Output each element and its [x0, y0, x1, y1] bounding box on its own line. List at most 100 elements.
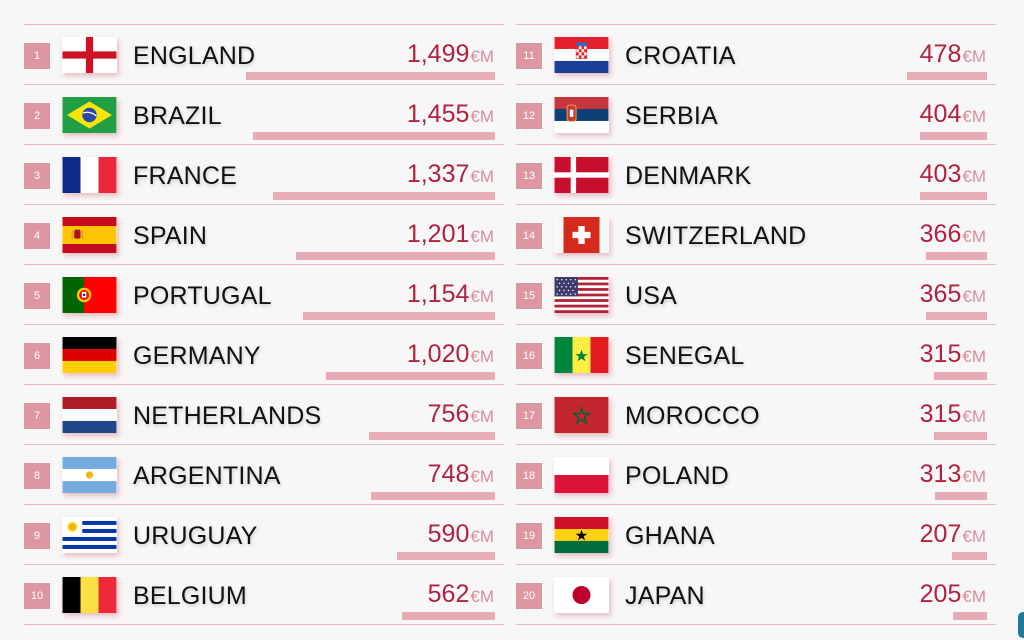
value-label: 562€M [428, 580, 494, 609]
value-number: 1,201 [406, 220, 470, 248]
ranking-row-netherlands: 7 NETHERLANDS 756€M [24, 385, 504, 445]
ranking-row-uruguay: 9 URUGUAY 590€M [24, 505, 504, 565]
value-unit: €M [470, 287, 494, 306]
value-unit: €M [470, 407, 494, 426]
england-flag-icon [62, 37, 117, 73]
country-name: POLAND [625, 462, 730, 490]
rank-badge: 10 [24, 583, 50, 609]
ranking-row-spain: 4 SPAIN 1,201€M [24, 205, 504, 265]
uruguay-flag-icon [62, 517, 117, 553]
country-name: MOROCCO [625, 402, 760, 430]
rank-badge: 12 [516, 103, 542, 129]
netherlands-flag-icon [62, 397, 117, 433]
belgium-flag-icon [62, 577, 117, 613]
value-label: 313€M [920, 460, 986, 489]
japan-flag-icon [554, 577, 609, 613]
value-bar [934, 432, 987, 440]
usa-flag-icon [554, 277, 609, 313]
value-label: 1,337€M [407, 160, 494, 189]
country-name: ARGENTINA [133, 462, 281, 490]
value-bar [326, 372, 495, 380]
value-label: 1,201€M [407, 220, 494, 249]
value-number: 403 [919, 160, 962, 188]
rank-badge: 7 [24, 403, 50, 429]
rank-badge: 5 [24, 283, 50, 309]
value-bar [402, 612, 495, 620]
rank-badge: 17 [516, 403, 542, 429]
value-label: 365€M [920, 280, 986, 309]
value-label: 1,499€M [407, 40, 494, 69]
value-unit: €M [470, 467, 494, 486]
serbia-flag-icon [554, 97, 609, 133]
value-unit: €M [962, 227, 986, 246]
rank-badge: 14 [516, 223, 542, 249]
ranking-row-serbia: 12 SERBIA 404€M [516, 85, 996, 145]
country-name: GERMANY [133, 342, 261, 370]
value-number: 315 [919, 400, 962, 428]
ranking-row-france: 3 FRANCE 1,337€M [24, 145, 504, 205]
country-name: JAPAN [625, 582, 705, 610]
ranking-column-right: 11 CROATIA 478€M 12 SERBIA 404€M 13 DENM… [516, 24, 996, 625]
value-unit: €M [962, 287, 986, 306]
value-bar [397, 552, 495, 560]
country-name: NETHERLANDS [133, 402, 322, 430]
value-label: 756€M [428, 400, 494, 429]
value-unit: €M [470, 107, 494, 126]
value-unit: €M [962, 467, 986, 486]
ranking-row-morocco: 17 MOROCCO 315€M [516, 385, 996, 445]
rank-badge: 8 [24, 463, 50, 489]
rank-badge: 4 [24, 223, 50, 249]
ranking-row-brazil: 2 BRAZIL 1,455€M [24, 85, 504, 145]
france-flag-icon [62, 157, 117, 193]
denmark-flag-icon [554, 157, 609, 193]
value-number: 590 [427, 520, 470, 548]
rank-badge: 3 [24, 163, 50, 189]
value-number: 313 [919, 460, 962, 488]
value-label: 478€M [920, 40, 986, 69]
value-unit: €M [470, 347, 494, 366]
rank-badge: 6 [24, 343, 50, 369]
portugal-flag-icon [62, 277, 117, 313]
rank-badge: 2 [24, 103, 50, 129]
side-panel-tab[interactable] [1018, 612, 1024, 638]
value-label: 1,154€M [407, 280, 494, 309]
argentina-flag-icon [62, 457, 117, 493]
value-bar [926, 312, 987, 320]
value-number: 207 [919, 520, 962, 548]
value-bar [952, 552, 987, 560]
value-bar [934, 372, 987, 380]
value-unit: €M [470, 587, 494, 606]
value-number: 562 [427, 580, 470, 608]
country-name: URUGUAY [133, 522, 258, 550]
ranking-row-switzerland: 14 SWITZERLAND 366€M [516, 205, 996, 265]
country-name: SENEGAL [625, 342, 745, 370]
ranking-row-ghana: 19 GHANA 207€M [516, 505, 996, 565]
value-label: 1,455€M [407, 100, 494, 129]
rank-badge: 13 [516, 163, 542, 189]
value-bar [369, 432, 495, 440]
value-label: 1,020€M [407, 340, 494, 369]
rank-badge: 18 [516, 463, 542, 489]
value-bar [296, 252, 495, 260]
morocco-flag-icon [554, 397, 609, 433]
value-unit: €M [470, 227, 494, 246]
ranking-row-portugal: 5 PORTUGAL 1,154€M [24, 265, 504, 325]
poland-flag-icon [554, 457, 609, 493]
ranking-column-left: 1 ENGLAND 1,499€M 2 BRAZIL 1,455€M 3 FRA… [24, 24, 504, 625]
value-bar [907, 72, 987, 80]
value-number: 748 [427, 460, 470, 488]
country-name: CROATIA [625, 42, 736, 70]
country-name: SWITZERLAND [625, 222, 807, 250]
country-name: ENGLAND [133, 42, 256, 70]
value-label: 748€M [428, 460, 494, 489]
value-number: 1,020 [406, 340, 470, 368]
ranking-row-poland: 18 POLAND 313€M [516, 445, 996, 505]
value-unit: €M [470, 47, 494, 66]
value-bar [920, 192, 987, 200]
switzerland-flag-icon [554, 217, 609, 253]
country-name: SERBIA [625, 102, 718, 130]
ranking-row-usa: 15 USA 365€M [516, 265, 996, 325]
value-bar [303, 312, 495, 320]
value-label: 315€M [920, 340, 986, 369]
country-name: PORTUGAL [133, 282, 272, 310]
